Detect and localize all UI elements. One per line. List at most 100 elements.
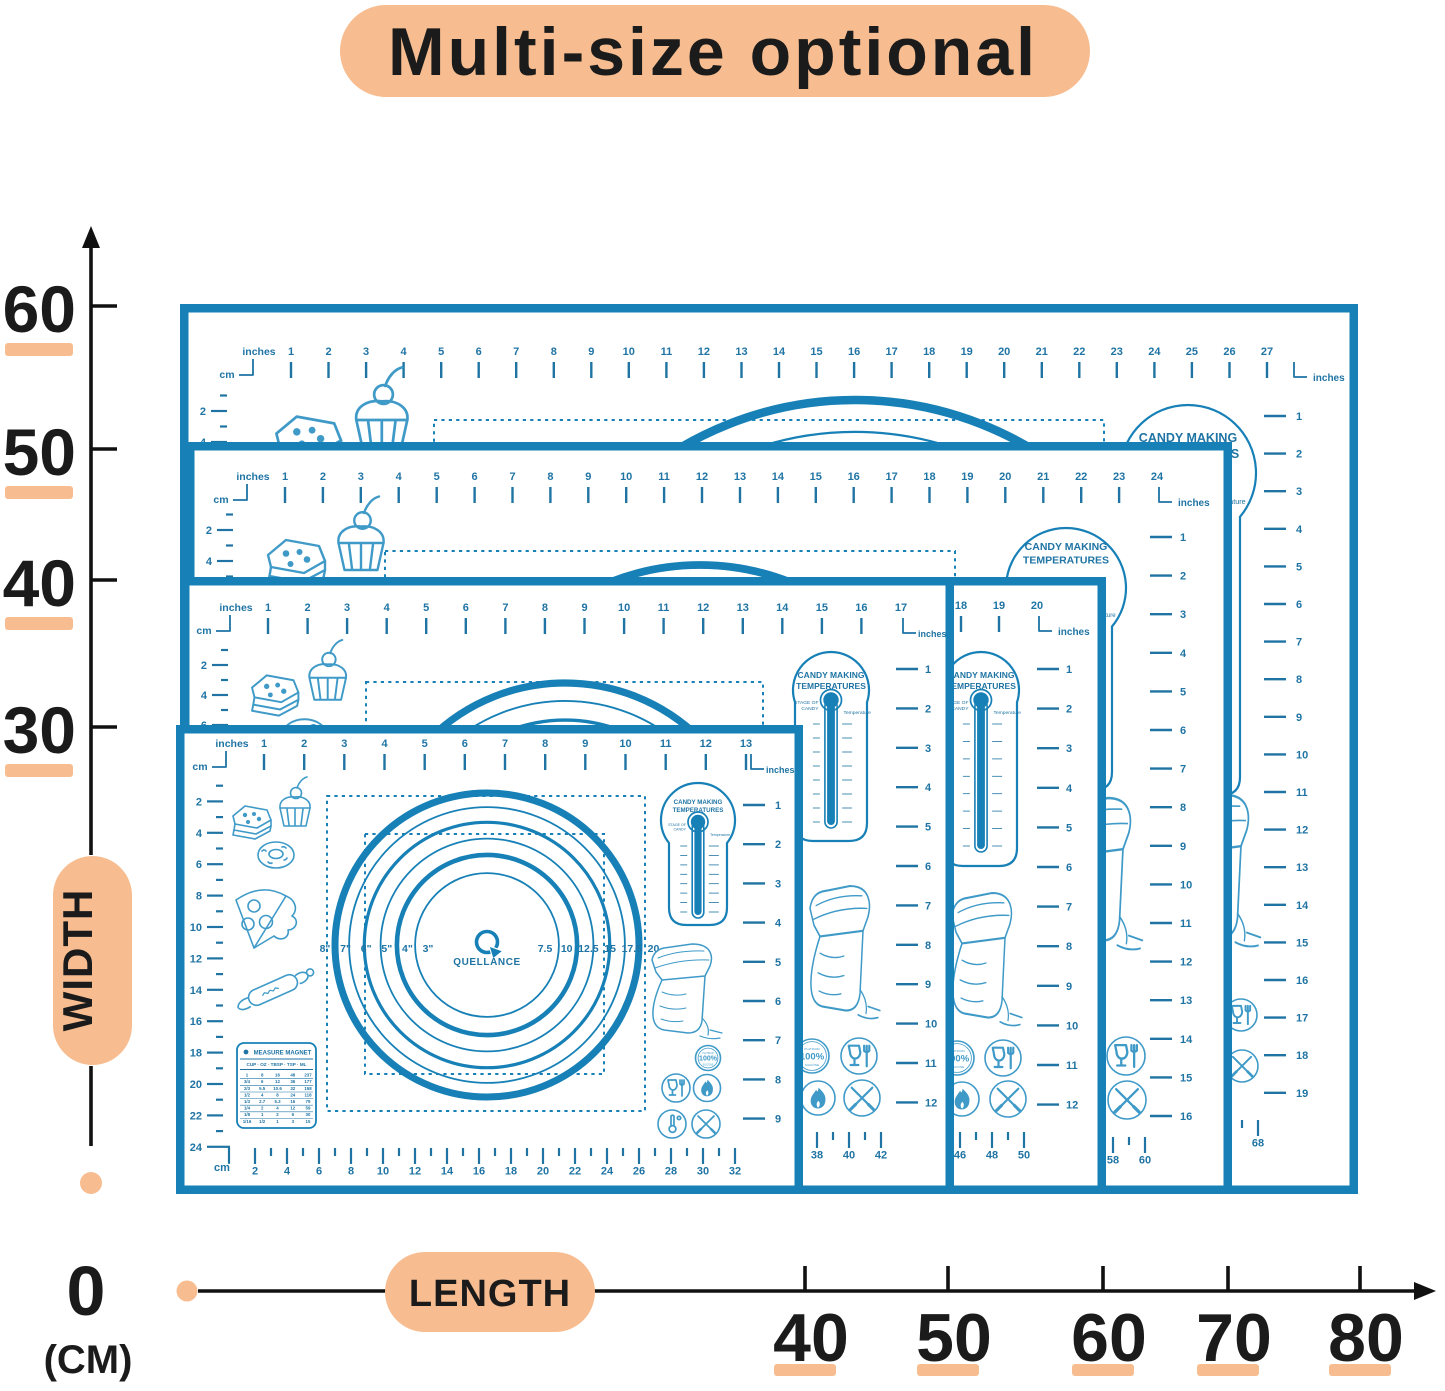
svg-text:CANDY: CANDY (801, 706, 819, 712)
svg-text:2: 2 (320, 471, 326, 483)
svg-text:10: 10 (1066, 1020, 1078, 1032)
svg-text:2: 2 (206, 525, 212, 537)
svg-text:11: 11 (1180, 918, 1192, 930)
svg-text:8: 8 (925, 940, 931, 952)
svg-text:8: 8 (261, 1073, 264, 1078)
svg-text:16: 16 (290, 1099, 295, 1104)
svg-text:12: 12 (1180, 957, 1192, 969)
svg-text:14: 14 (773, 346, 786, 358)
svg-text:22: 22 (190, 1110, 202, 1122)
svg-text:14: 14 (441, 1166, 454, 1178)
svg-text:3: 3 (344, 602, 350, 614)
svg-text:CANDY: CANDY (951, 706, 969, 712)
svg-text:10: 10 (1296, 749, 1308, 761)
svg-text:22: 22 (1075, 471, 1087, 483)
svg-text:5: 5 (775, 957, 781, 969)
svg-text:19: 19 (961, 471, 973, 483)
svg-text:2: 2 (305, 602, 311, 614)
svg-text:4: 4 (775, 918, 782, 930)
svg-text:42: 42 (875, 1150, 887, 1162)
svg-text:inches: inches (766, 765, 795, 775)
svg-text:1: 1 (276, 1119, 279, 1124)
svg-text:TEMPERATURES: TEMPERATURES (1023, 555, 1109, 567)
svg-text:6: 6 (1066, 862, 1072, 874)
svg-text:16: 16 (848, 346, 860, 358)
svg-text:3: 3 (925, 743, 931, 755)
svg-text:7: 7 (509, 471, 515, 483)
svg-text:59: 59 (306, 1106, 311, 1111)
svg-text:100%: 100% (800, 1051, 825, 1062)
svg-text:10: 10 (619, 738, 631, 750)
svg-text:8: 8 (1066, 941, 1072, 953)
svg-text:3: 3 (363, 346, 369, 358)
svg-text:5: 5 (438, 346, 444, 358)
svg-text:10.6: 10.6 (273, 1086, 282, 1091)
svg-text:23: 23 (1111, 346, 1123, 358)
svg-text:4: 4 (396, 471, 403, 483)
svg-text:1: 1 (1180, 532, 1186, 544)
svg-text:16: 16 (275, 1073, 280, 1078)
svg-text:13: 13 (734, 471, 746, 483)
svg-text:TEMPERATURES: TEMPERATURES (796, 681, 866, 691)
svg-text:5: 5 (423, 602, 429, 614)
svg-text:19: 19 (1296, 1088, 1308, 1100)
svg-text:2: 2 (196, 796, 202, 808)
svg-text:3: 3 (1180, 609, 1186, 621)
svg-text:24: 24 (1148, 346, 1161, 358)
svg-text:STAGE OF: STAGE OF (794, 700, 818, 706)
svg-text:10: 10 (561, 943, 573, 955)
svg-text:7: 7 (925, 900, 931, 912)
svg-text:inches: inches (242, 346, 275, 358)
svg-text:8: 8 (551, 346, 557, 358)
svg-text:22: 22 (569, 1166, 581, 1178)
svg-text:5.5: 5.5 (259, 1086, 266, 1091)
svg-text:1: 1 (261, 738, 267, 750)
svg-text:13: 13 (737, 602, 749, 614)
svg-text:1: 1 (261, 1112, 264, 1117)
svg-text:40: 40 (3, 546, 76, 620)
svg-text:17.5: 17.5 (622, 943, 643, 955)
svg-text:10: 10 (1180, 879, 1192, 891)
svg-text:1: 1 (925, 664, 931, 676)
svg-text:36: 36 (290, 1079, 295, 1084)
svg-text:2: 2 (200, 406, 206, 418)
svg-text:PLATINUM: PLATINUM (804, 1047, 820, 1051)
svg-text:4: 4 (925, 782, 932, 794)
svg-text:27: 27 (1261, 346, 1273, 358)
svg-text:2: 2 (775, 839, 781, 851)
svg-text:12: 12 (696, 471, 708, 483)
svg-text:3: 3 (358, 471, 364, 483)
svg-text:6: 6 (1296, 599, 1302, 611)
svg-text:0: 0 (67, 1252, 106, 1330)
svg-text:32: 32 (290, 1086, 295, 1091)
svg-text:4: 4 (276, 1106, 279, 1111)
svg-text:3: 3 (775, 878, 781, 890)
svg-text:6: 6 (1180, 725, 1186, 737)
svg-text:12: 12 (290, 1106, 295, 1111)
svg-text:26: 26 (633, 1166, 645, 1178)
svg-text:12.5: 12.5 (578, 943, 599, 955)
svg-text:7.5: 7.5 (538, 943, 553, 955)
svg-text:2/3: 2/3 (244, 1086, 251, 1091)
svg-text:12: 12 (275, 1079, 280, 1084)
svg-text:4: 4 (1296, 524, 1303, 536)
svg-text:3": 3" (423, 943, 434, 955)
svg-text:15: 15 (1180, 1072, 1192, 1084)
svg-text:17: 17 (1296, 1013, 1308, 1025)
svg-text:4: 4 (1180, 648, 1187, 660)
svg-text:4: 4 (401, 346, 408, 358)
svg-text:10: 10 (623, 346, 635, 358)
svg-text:inches: inches (219, 602, 252, 614)
svg-text:inches: inches (918, 629, 947, 639)
svg-text:16: 16 (473, 1166, 485, 1178)
svg-text:10: 10 (620, 471, 632, 483)
svg-text:3: 3 (292, 1119, 295, 1124)
svg-text:2: 2 (276, 1112, 279, 1117)
svg-text:SILICONE: SILICONE (950, 1065, 964, 1069)
svg-text:4: 4 (261, 1092, 264, 1097)
svg-text:9: 9 (588, 346, 594, 358)
svg-text:30: 30 (3, 693, 76, 767)
svg-text:10: 10 (190, 922, 202, 934)
svg-text:6: 6 (292, 1112, 295, 1117)
svg-text:cm: cm (219, 369, 234, 381)
